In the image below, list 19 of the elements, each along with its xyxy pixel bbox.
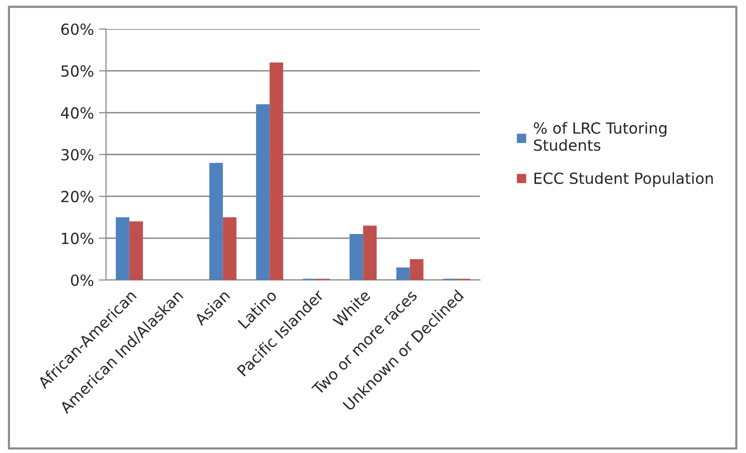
y-tick-label: 0%	[70, 274, 94, 286]
y-tick-label: 30%	[61, 148, 94, 161]
legend-label: % of LRC Tutoring Students	[534, 122, 666, 151]
bar	[270, 62, 284, 280]
y-tick-label: 10%	[62, 232, 94, 244]
y-tick-label: 20%	[61, 190, 94, 202]
y-tick-label: 50%	[61, 65, 94, 77]
bar	[410, 259, 424, 280]
bar	[256, 104, 270, 280]
bar	[209, 162, 223, 280]
bar	[396, 267, 410, 280]
bar	[350, 234, 364, 280]
bar	[129, 221, 143, 280]
bar	[363, 226, 377, 280]
y-tick-label: 40%	[60, 107, 94, 119]
y-tick-label: 60%	[61, 23, 94, 36]
bar	[222, 217, 236, 280]
legend-label: ECC Student Population	[534, 172, 713, 188]
bar	[116, 217, 130, 280]
